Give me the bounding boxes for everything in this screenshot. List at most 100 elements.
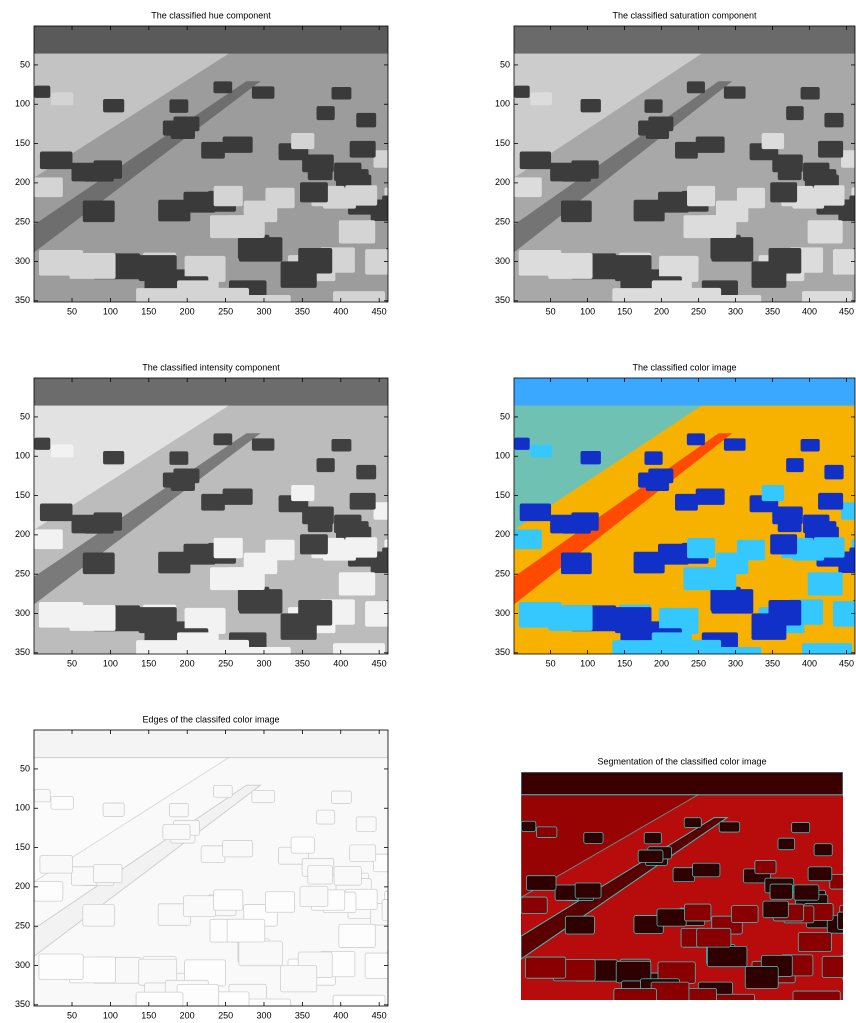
car <box>644 99 662 112</box>
car <box>356 113 376 127</box>
y-tick-label: 100 <box>495 451 510 461</box>
car <box>34 881 63 901</box>
y-tick-label: 300 <box>495 608 510 618</box>
y-tick-label: 250 <box>15 921 30 931</box>
y-tick-label: 150 <box>15 138 30 148</box>
car <box>752 613 787 640</box>
car <box>227 919 265 942</box>
y-tick-label: 300 <box>15 608 30 618</box>
y-tick-label: 350 <box>495 295 510 305</box>
car <box>575 883 601 898</box>
x-tick-label: 200 <box>180 306 195 316</box>
car <box>317 810 335 824</box>
image <box>514 26 856 324</box>
car <box>530 92 552 105</box>
x-tick-label: 50 <box>67 1010 77 1020</box>
x-tick-label: 400 <box>802 658 817 668</box>
car <box>308 514 333 532</box>
x-tick-label: 50 <box>546 658 556 668</box>
car <box>808 220 843 243</box>
car <box>724 86 746 98</box>
car <box>520 504 551 522</box>
x-tick-label: 450 <box>372 1010 387 1020</box>
car <box>697 928 731 947</box>
car <box>252 86 275 98</box>
x-tick-label: 450 <box>839 658 854 668</box>
car <box>638 472 664 487</box>
car <box>163 472 190 487</box>
car <box>83 201 115 223</box>
car <box>177 632 219 660</box>
y-tick-label: 100 <box>495 99 510 109</box>
car <box>163 120 190 135</box>
car <box>658 192 689 213</box>
y-tick-label: 200 <box>15 881 30 891</box>
car <box>526 876 556 891</box>
car <box>384 187 419 208</box>
car <box>762 133 784 149</box>
x-tick-label: 50 <box>546 306 556 316</box>
car <box>786 458 804 472</box>
car <box>763 901 788 918</box>
y-tick-label: 100 <box>15 451 30 461</box>
car <box>801 87 820 99</box>
x-tick-label: 350 <box>295 306 310 316</box>
overpass <box>34 26 388 54</box>
car <box>657 909 686 926</box>
overpass <box>521 772 843 795</box>
car <box>824 465 843 479</box>
car <box>388 958 428 984</box>
y-tick-label: 200 <box>15 529 30 539</box>
x-tick-label: 250 <box>218 306 233 316</box>
x-tick-label: 150 <box>141 658 156 668</box>
x-tick-label: 400 <box>333 306 348 316</box>
car <box>384 539 419 560</box>
y-tick-label: 350 <box>495 647 510 657</box>
y-tick-label: 150 <box>495 138 510 148</box>
car <box>638 120 664 135</box>
car <box>561 553 592 575</box>
car <box>737 188 765 209</box>
car <box>700 215 736 238</box>
car <box>519 250 562 276</box>
car <box>350 141 376 158</box>
car <box>373 150 404 168</box>
car <box>565 916 594 934</box>
car <box>227 215 265 238</box>
car <box>808 572 843 595</box>
y-tick-label: 250 <box>495 217 510 227</box>
y-tick-label: 50 <box>20 59 30 69</box>
car <box>786 106 804 120</box>
car <box>300 886 328 906</box>
car <box>696 136 725 152</box>
x-tick-label: 450 <box>839 306 854 316</box>
y-tick-label: 150 <box>495 490 510 500</box>
car <box>365 953 398 979</box>
y-tick-label: 350 <box>15 295 30 305</box>
car <box>673 868 695 882</box>
x-tick-label: 350 <box>765 306 780 316</box>
y-tick-label: 50 <box>500 411 510 421</box>
car <box>711 589 753 614</box>
car <box>214 890 243 910</box>
car <box>794 885 819 900</box>
car <box>239 941 283 966</box>
car <box>34 790 50 802</box>
panel-title: Segmentation of the classified color ima… <box>597 756 766 766</box>
car <box>356 465 376 479</box>
car <box>687 433 705 445</box>
car <box>332 791 352 803</box>
car <box>291 837 314 853</box>
car <box>339 924 375 947</box>
car <box>519 602 562 628</box>
x-tick-label: 350 <box>295 1010 310 1020</box>
car <box>34 177 63 197</box>
car <box>514 177 542 197</box>
car <box>103 99 124 112</box>
y-tick-label: 350 <box>15 999 30 1009</box>
panel-title: The classified color image <box>632 362 736 372</box>
car <box>83 905 115 927</box>
car <box>40 152 73 170</box>
x-tick-label: 150 <box>617 306 632 316</box>
car <box>838 912 856 930</box>
